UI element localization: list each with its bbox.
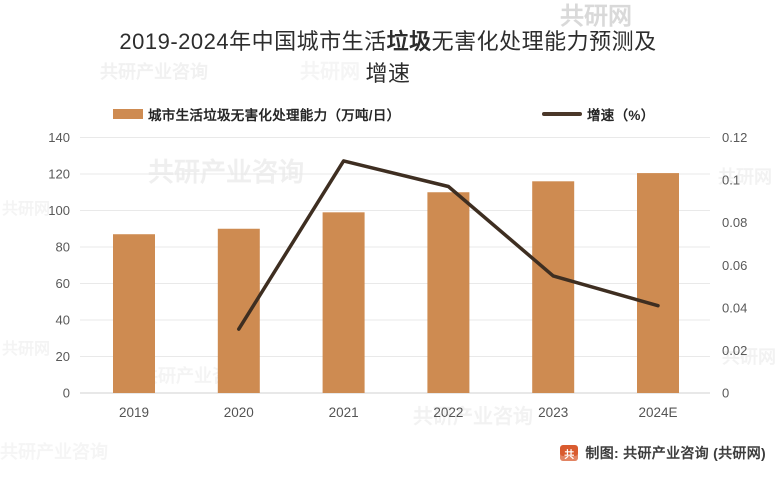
chart-credit: 共 制图: 共研产业咨询 (共研网) <box>560 443 766 463</box>
chart-title-line2: 增速 <box>365 60 411 86</box>
y-axis-right-tick: 0.12 <box>722 130 747 145</box>
x-axis-label: 2021 <box>329 405 359 420</box>
bar-2020 <box>217 228 260 393</box>
y-axis-left-tick: 120 <box>48 167 70 182</box>
title-text-post: 无害化处理能力预测及 <box>431 29 657 54</box>
bar-2023 <box>532 181 575 393</box>
legend: 城市生活垃圾无害化处理能力（万吨/日） 增速（%） <box>0 104 776 126</box>
bar-2021 <box>322 212 365 393</box>
line-swatch-icon <box>542 112 582 116</box>
y-axis-right-tick: 0.1 <box>722 173 740 188</box>
y-axis-right-tick: 0.08 <box>722 215 747 230</box>
y-axis-left-tick: 0 <box>63 386 70 401</box>
y-axis-right-tick: 0.02 <box>722 343 747 358</box>
bar-2022 <box>427 192 470 393</box>
bar-swatch-icon <box>113 109 143 119</box>
y-axis-right-tick: 0.06 <box>722 258 747 273</box>
y-axis-left-tick: 60 <box>56 276 70 291</box>
title-text-pre: 2019-2024年中国城市生活 <box>119 29 387 54</box>
chart-title-line1: 2019-2024年中国城市生活垃圾无害化处理能力预测及 <box>0 26 776 58</box>
gongyan-logo-icon: 共 <box>560 445 579 461</box>
y-axis-left-tick: 80 <box>56 240 70 255</box>
y-axis-right-tick: 0.04 <box>722 300 747 315</box>
credit-text: 制图: 共研产业咨询 (共研网) <box>585 445 766 461</box>
chart-title: 2019-2024年中国城市生活垃圾无害化处理能力预测及 增速 <box>0 26 776 90</box>
y-axis-left-tick: 140 <box>48 130 70 145</box>
legend-item-capacity: 城市生活垃圾无害化处理能力（万吨/日） <box>113 104 400 124</box>
growth-line <box>237 159 660 331</box>
x-axis-label: 2020 <box>224 405 254 420</box>
title-text-bold: 垃圾 <box>386 29 432 54</box>
legend-growth-label: 增速（%） <box>587 108 655 123</box>
y-axis-right-tick: 0 <box>722 386 729 401</box>
x-axis-label: 2022 <box>433 405 463 420</box>
x-axis-label: 2019 <box>119 405 149 420</box>
y-axis-left-tick: 100 <box>48 203 70 218</box>
bar-2024E <box>637 173 679 393</box>
bar-2019 <box>113 234 155 393</box>
x-axis-label: 2024E <box>638 405 677 420</box>
legend-item-growth: 增速（%） <box>542 104 655 124</box>
y-axis-left-tick: 20 <box>56 349 70 364</box>
x-axis-label: 2023 <box>538 405 568 420</box>
y-axis-left-tick: 40 <box>56 313 70 328</box>
legend-capacity-label: 城市生活垃圾无害化处理能力（万吨/日） <box>148 108 401 123</box>
